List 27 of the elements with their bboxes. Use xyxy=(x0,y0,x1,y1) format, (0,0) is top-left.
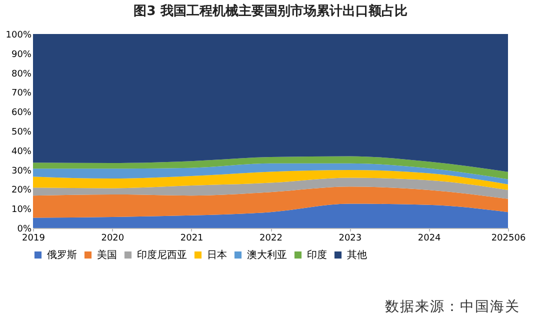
y-tick-label: 50% xyxy=(11,128,32,138)
legend-label: 印度尼西亚 xyxy=(137,249,187,261)
source-note: 数据来源：中国海关 xyxy=(385,298,520,316)
legend-label: 澳大利亚 xyxy=(247,249,287,261)
y-tick-label: 90% xyxy=(11,50,32,60)
chart-title: 图3 我国工程机械主要国别市场累计出口额占比 xyxy=(134,3,408,19)
legend-label: 印度 xyxy=(307,249,327,261)
y-tick-label: 10% xyxy=(11,205,32,216)
x-tick-label: 2023 xyxy=(338,234,362,244)
y-tick-label: 100% xyxy=(6,30,32,40)
legend-label: 美国 xyxy=(97,249,117,261)
x-tick-label: 202506 xyxy=(491,234,526,244)
x-tick-label: 2021 xyxy=(180,234,204,244)
y-tick-label: 0% xyxy=(17,224,32,234)
y-tick-label: 80% xyxy=(11,69,32,80)
legend-label: 其他 xyxy=(347,249,367,261)
legend-label: 日本 xyxy=(207,249,227,261)
y-tick-label: 60% xyxy=(11,108,32,118)
y-tick-label: 40% xyxy=(11,146,32,157)
y-tick-label: 30% xyxy=(11,166,32,176)
x-tick-label: 2022 xyxy=(260,234,282,244)
y-tick-label: 70% xyxy=(11,88,32,99)
x-tick-label: 2020 xyxy=(101,234,124,244)
x-tick-label: 2024 xyxy=(418,234,442,244)
legend-label: 俄罗斯 xyxy=(47,249,77,261)
x-tick-label: 2019 xyxy=(22,234,46,244)
y-tick-label: 20% xyxy=(11,186,32,196)
